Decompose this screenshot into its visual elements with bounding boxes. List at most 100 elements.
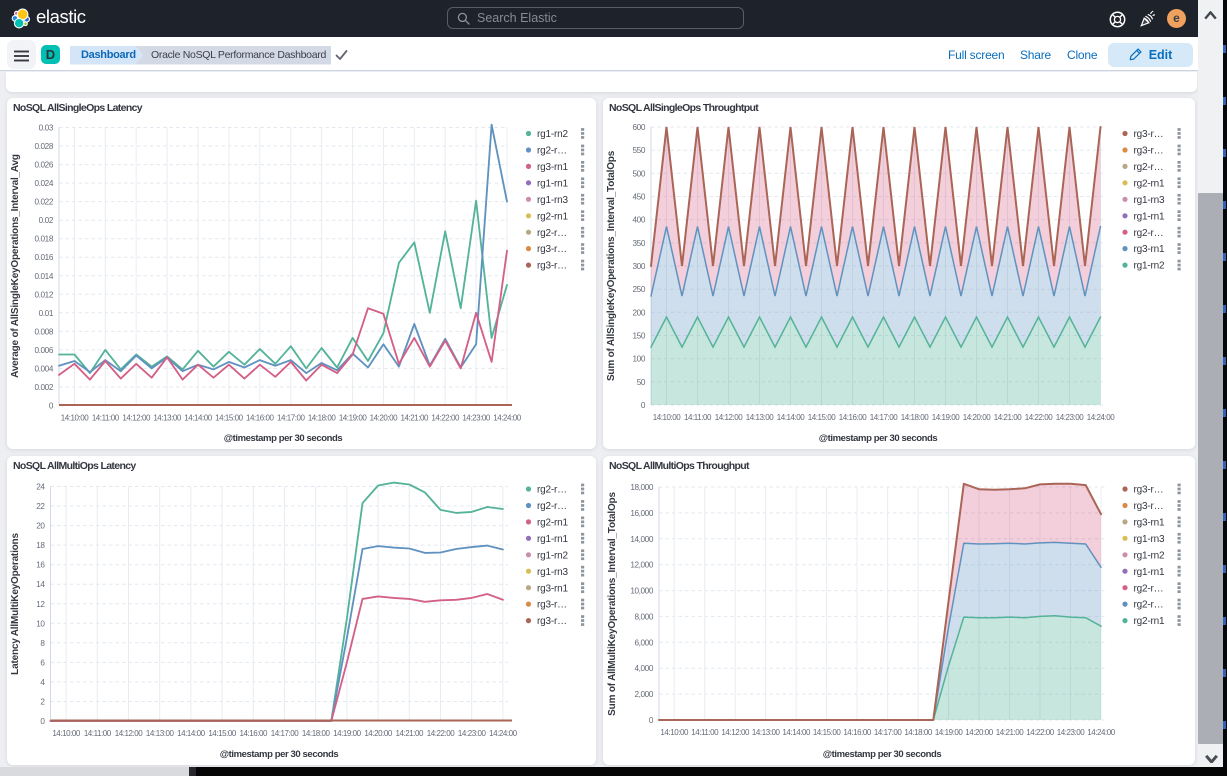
- svg-text:0: 0: [40, 717, 45, 726]
- svg-text:rg3-r…: rg3-r…: [1134, 501, 1164, 512]
- svg-text:150: 150: [633, 332, 646, 341]
- svg-text:rg3-rn1: rg3-rn1: [537, 583, 568, 594]
- svg-text:4,000: 4,000: [635, 664, 654, 673]
- svg-text:14:21:00: 14:21:00: [996, 728, 1025, 737]
- svg-text:14:17:00: 14:17:00: [870, 413, 899, 422]
- svg-text:16: 16: [36, 561, 45, 570]
- svg-text:14:19:00: 14:19:00: [935, 728, 964, 737]
- svg-text:rg3-r…: rg3-r…: [1134, 485, 1164, 496]
- svg-text:rg2-rn1: rg2-rn1: [1134, 178, 1165, 189]
- svg-text:12: 12: [36, 600, 45, 609]
- svg-text:14:11:00: 14:11:00: [684, 413, 712, 422]
- svg-text:Latency AllMultiKeyOperations: Latency AllMultiKeyOperations: [10, 533, 21, 675]
- svg-text:20: 20: [36, 522, 45, 531]
- svg-text:14:24:00: 14:24:00: [493, 414, 522, 423]
- svg-text:rg1-rn2: rg1-rn2: [537, 550, 568, 561]
- svg-text:rg2-r…: rg2-r…: [1134, 162, 1164, 173]
- svg-text:2,000: 2,000: [635, 690, 654, 699]
- svg-text:14:21:00: 14:21:00: [396, 729, 425, 738]
- svg-text:14: 14: [36, 580, 45, 589]
- svg-text:@timestamp per 30 seconds: @timestamp per 30 seconds: [220, 749, 339, 760]
- svg-text:2: 2: [40, 698, 45, 707]
- svg-text:14:19:00: 14:19:00: [333, 729, 362, 738]
- svg-text:@timestamp per 30 seconds: @timestamp per 30 seconds: [224, 433, 343, 444]
- svg-text:rg1-rn2: rg1-rn2: [1134, 261, 1165, 272]
- svg-text:rg1-rn3: rg1-rn3: [1134, 534, 1165, 545]
- svg-text:14:15:00: 14:15:00: [215, 414, 244, 423]
- svg-text:14:10:00: 14:10:00: [653, 413, 682, 422]
- svg-text:300: 300: [633, 262, 646, 271]
- svg-text:rg2-r…: rg2-r…: [537, 501, 567, 512]
- svg-text:rg1-rn3: rg1-rn3: [537, 567, 568, 578]
- svg-text:600: 600: [633, 123, 646, 132]
- svg-text:14:20:00: 14:20:00: [963, 413, 992, 422]
- svg-text:14:18:00: 14:18:00: [302, 729, 331, 738]
- svg-text:14:21:00: 14:21:00: [994, 413, 1023, 422]
- svg-text:14:17:00: 14:17:00: [874, 728, 903, 737]
- svg-text:rg1-rn1: rg1-rn1: [1134, 567, 1165, 578]
- svg-text:@timestamp per 30 seconds: @timestamp per 30 seconds: [823, 749, 942, 760]
- svg-text:0.02: 0.02: [39, 216, 54, 225]
- svg-text:14:14:00: 14:14:00: [782, 728, 811, 737]
- svg-text:4: 4: [40, 678, 45, 687]
- svg-text:14:23:00: 14:23:00: [1056, 413, 1085, 422]
- svg-text:0.004: 0.004: [35, 364, 54, 373]
- svg-text:14:20:00: 14:20:00: [965, 728, 994, 737]
- svg-text:400: 400: [633, 216, 646, 225]
- svg-text:14:12:00: 14:12:00: [715, 413, 744, 422]
- svg-text:14:18:00: 14:18:00: [308, 414, 337, 423]
- svg-text:24: 24: [36, 483, 45, 492]
- svg-text:14:17:00: 14:17:00: [271, 729, 300, 738]
- svg-text:14:17:00: 14:17:00: [277, 414, 306, 423]
- svg-text:14:13:00: 14:13:00: [146, 729, 175, 738]
- svg-text:rg3-r…: rg3-r…: [537, 244, 567, 255]
- svg-text:14,000: 14,000: [630, 535, 653, 544]
- svg-text:14:22:00: 14:22:00: [1026, 728, 1055, 737]
- svg-text:14:23:00: 14:23:00: [1057, 728, 1086, 737]
- svg-text:0.026: 0.026: [35, 161, 54, 170]
- svg-text:14:14:00: 14:14:00: [184, 414, 213, 423]
- svg-text:22: 22: [36, 502, 45, 511]
- svg-text:rg2-r…: rg2-r…: [537, 146, 567, 157]
- svg-text:rg1-rn1: rg1-rn1: [537, 178, 568, 189]
- svg-text:18: 18: [36, 541, 45, 550]
- svg-text:14:24:00: 14:24:00: [1087, 728, 1116, 737]
- svg-text:14:22:00: 14:22:00: [431, 414, 460, 423]
- svg-text:rg1-rn1: rg1-rn1: [537, 534, 568, 545]
- svg-text:rg1-rn2: rg1-rn2: [1134, 550, 1165, 561]
- svg-text:14:24:00: 14:24:00: [489, 729, 518, 738]
- svg-text:6,000: 6,000: [635, 638, 654, 647]
- svg-text:14:10:00: 14:10:00: [660, 728, 689, 737]
- svg-text:14:11:00: 14:11:00: [84, 729, 112, 738]
- svg-text:14:14:00: 14:14:00: [777, 413, 806, 422]
- svg-text:500: 500: [633, 169, 646, 178]
- svg-text:rg2-r…: rg2-r…: [1134, 583, 1164, 594]
- svg-text:rg3-r…: rg3-r…: [1134, 129, 1164, 140]
- svg-text:14:15:00: 14:15:00: [808, 413, 837, 422]
- svg-text:0: 0: [641, 401, 646, 410]
- svg-text:250: 250: [633, 285, 646, 294]
- svg-text:14:13:00: 14:13:00: [752, 728, 781, 737]
- svg-text:14:10:00: 14:10:00: [61, 414, 90, 423]
- svg-text:14:12:00: 14:12:00: [115, 729, 144, 738]
- svg-text:14:16:00: 14:16:00: [839, 413, 868, 422]
- svg-text:rg2-r…: rg2-r…: [537, 485, 567, 496]
- svg-text:550: 550: [633, 146, 646, 155]
- svg-text:14:10:00: 14:10:00: [52, 729, 81, 738]
- svg-text:@timestamp per 30 seconds: @timestamp per 30 seconds: [819, 433, 938, 444]
- svg-text:0.002: 0.002: [35, 383, 54, 392]
- svg-text:0: 0: [49, 402, 54, 411]
- svg-text:350: 350: [633, 239, 646, 248]
- svg-text:0.028: 0.028: [35, 142, 54, 151]
- svg-text:0.03: 0.03: [39, 124, 54, 133]
- svg-text:14:23:00: 14:23:00: [462, 414, 491, 423]
- svg-text:14:12:00: 14:12:00: [721, 728, 750, 737]
- svg-text:0.018: 0.018: [35, 235, 54, 244]
- svg-text:rg3-r…: rg3-r…: [537, 616, 567, 627]
- svg-text:450: 450: [633, 193, 646, 202]
- svg-text:18,000: 18,000: [630, 483, 653, 492]
- svg-text:rg1-rn3: rg1-rn3: [1134, 195, 1165, 206]
- svg-text:rg1-rn1: rg1-rn1: [1134, 211, 1165, 222]
- svg-text:14:23:00: 14:23:00: [458, 729, 487, 738]
- svg-text:rg2-rn1: rg2-rn1: [1134, 616, 1165, 627]
